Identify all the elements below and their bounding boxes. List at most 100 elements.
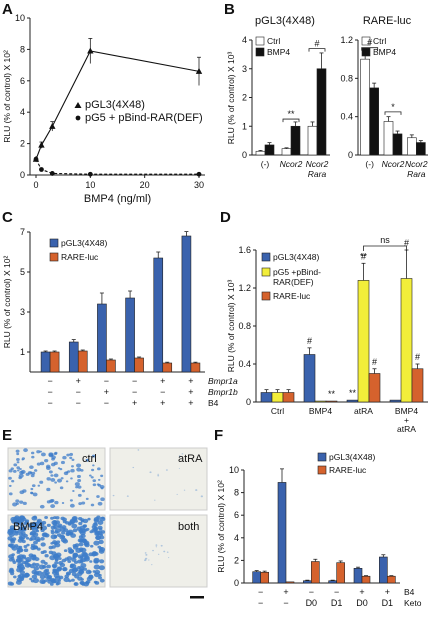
stained-cell: [16, 469, 20, 472]
chart-f-bar: [285, 581, 295, 584]
stained-cell: [41, 520, 47, 525]
stained-cell: [39, 450, 43, 453]
chart-a-point: [87, 171, 93, 177]
stained-cell: [48, 576, 52, 579]
chart-f-y-tick-label: 8: [234, 488, 239, 498]
stained-cell: [77, 485, 82, 489]
stained-cell: [79, 525, 86, 531]
chart-f-bar: [379, 556, 388, 584]
chart-c-y-tick-label: 3: [20, 307, 25, 317]
stained-cell: [46, 564, 51, 569]
chart-a-point: [33, 156, 39, 162]
stained-cell: [178, 455, 181, 457]
chart-f-condition: −: [334, 587, 339, 597]
stained-cell: [83, 581, 90, 587]
stained-cell: [33, 540, 38, 545]
stained-cell: [132, 466, 135, 469]
stained-cell: [91, 525, 97, 529]
stained-cell: [11, 553, 15, 557]
stained-cell: [8, 558, 13, 562]
chart-f-bar: [311, 561, 320, 584]
stained-cell: [183, 489, 186, 491]
stained-cell: [19, 523, 24, 527]
chart-c-condition: +: [160, 376, 165, 386]
stained-cell: [32, 545, 38, 550]
stained-cell: [34, 469, 38, 472]
stained-cell: [18, 476, 22, 480]
stained-cell: [55, 580, 59, 584]
stained-cell: [73, 582, 79, 587]
stained-cell: [76, 467, 82, 472]
stained-cell: [40, 452, 46, 457]
stained-cell: [80, 581, 85, 585]
stained-cell: [70, 468, 75, 473]
chart-f-y-tick-label: 4: [234, 533, 239, 543]
stained-cell: [61, 535, 65, 539]
stained-cell: [19, 500, 24, 504]
stained-cell: [19, 490, 25, 495]
stained-cell: [69, 503, 75, 508]
chart-b1-x-tick-label: (-): [261, 159, 270, 169]
stained-cell: [61, 531, 66, 535]
chart-c-bar: [106, 359, 116, 373]
micrograph-label-ctrl: ctrl: [82, 453, 97, 465]
chart-a-y-label: RLU (% of control) X 10²: [2, 50, 12, 143]
stained-cell: [62, 455, 67, 460]
stained-cell: [29, 471, 33, 474]
stained-cell: [85, 497, 89, 501]
chart-b2-legend-entry: BMP4: [373, 47, 396, 57]
stained-cell: [151, 564, 153, 566]
stained-cell: [71, 458, 75, 461]
stained-cell: [195, 489, 198, 491]
stained-cell: [155, 544, 158, 546]
chart-d-significance: #: [307, 336, 312, 346]
chart-d-y-label: RLU (% of control) X 10³: [226, 280, 236, 373]
stained-cell: [22, 560, 27, 565]
stained-cell: [20, 469, 26, 474]
chart-f-bar: [387, 575, 396, 584]
stained-cell: [16, 452, 20, 456]
chart-b2-y-tick-label: 0: [348, 150, 353, 160]
stained-cell: [96, 495, 100, 498]
chart-c-legend-entry-swatch: [49, 238, 59, 248]
stained-cell: [58, 561, 64, 565]
chart-b1-bracket: [282, 118, 300, 123]
stained-cell: [76, 474, 81, 479]
stained-cell: [54, 481, 57, 484]
stained-cell: [63, 577, 70, 583]
chart-f-bar: [277, 482, 287, 584]
chart-c-condition: −: [47, 387, 52, 397]
stained-cell: [24, 521, 29, 525]
chart-f-bar: [336, 562, 345, 584]
stained-cell: [69, 452, 74, 456]
chart-c-y-tick-label: 7: [20, 227, 25, 237]
chart-c-legend-entry-swatch: [49, 252, 59, 262]
stained-cell: [93, 559, 99, 564]
stained-cell: [15, 499, 20, 503]
stained-cell: [46, 487, 51, 492]
stained-cell: [44, 554, 49, 558]
stained-cell: [99, 547, 103, 550]
chart-b1-bar: [316, 68, 327, 156]
stained-cell: [39, 574, 46, 580]
stained-cell: [80, 518, 85, 522]
stained-cell: [46, 500, 51, 504]
chart-b2-legend-entry-swatch: [361, 47, 371, 57]
stained-cell: [60, 516, 65, 521]
stained-cell: [39, 480, 44, 484]
stained-cell: [17, 554, 25, 560]
stained-cell: [31, 574, 38, 580]
stained-cell: [41, 571, 47, 576]
stained-cell: [16, 461, 20, 464]
stained-cell: [33, 571, 40, 576]
chart-b2-x-tick-label: Rara: [407, 169, 426, 179]
stained-cell: [78, 502, 82, 506]
stained-cell: [44, 458, 49, 463]
stained-cell: [71, 578, 75, 582]
stained-cell: [53, 535, 58, 539]
stained-cell: [16, 457, 20, 461]
chart-b2-bar: [360, 58, 370, 156]
stained-cell: [66, 453, 70, 457]
chart-d-bar: [282, 392, 295, 403]
chart-b1-significance: **: [287, 109, 295, 119]
